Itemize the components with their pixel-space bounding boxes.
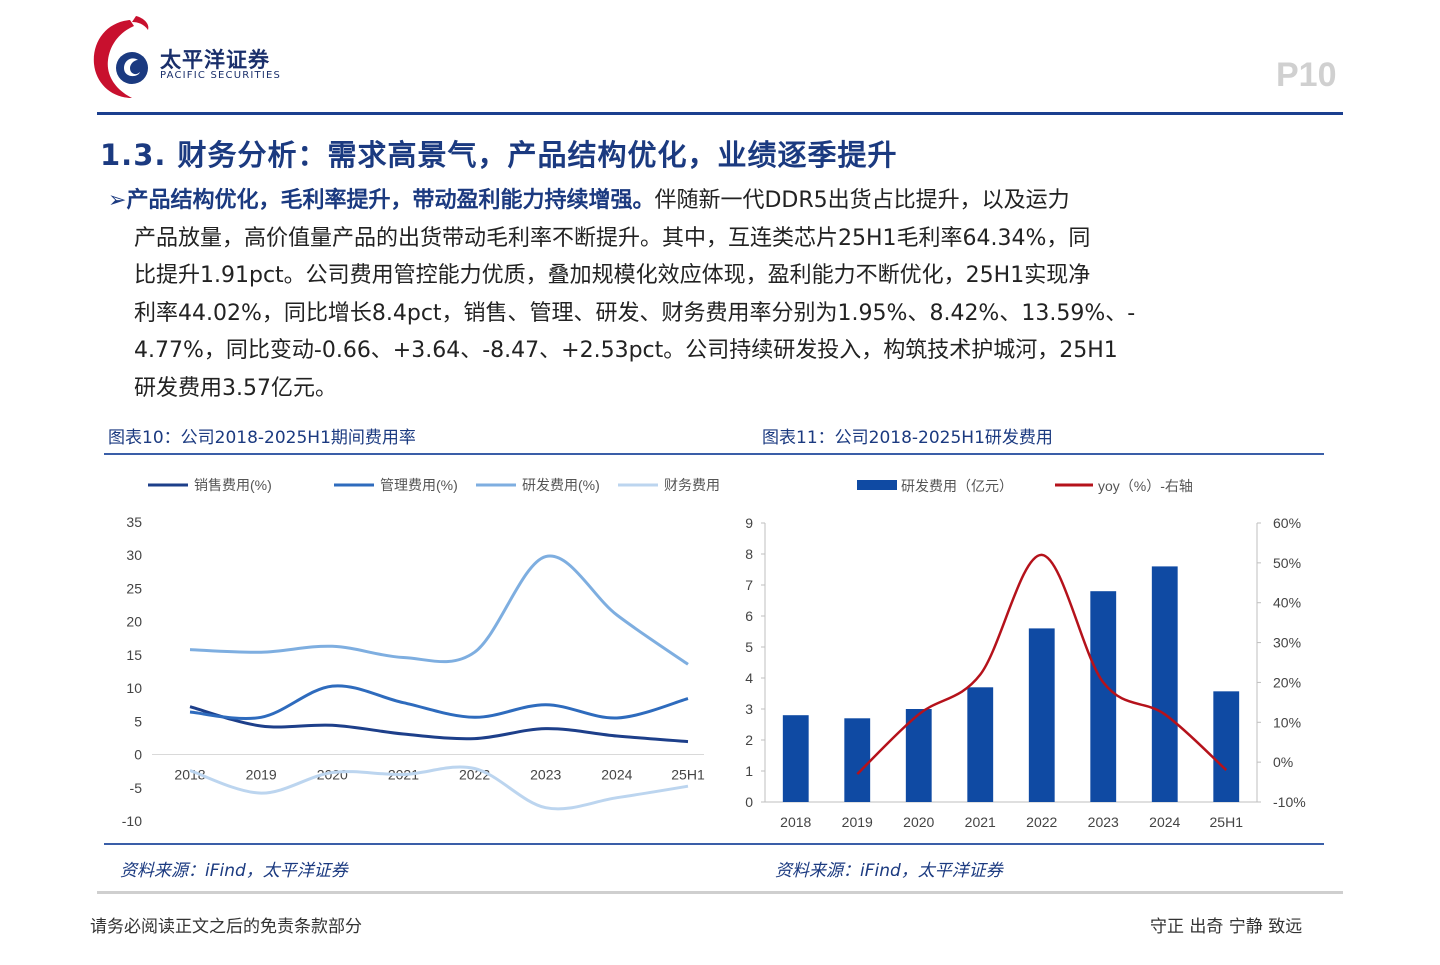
y-tick-label-right: 40% [1273, 595, 1301, 611]
y-tick-label: 15 [126, 647, 142, 663]
y-tick-label: -10 [122, 813, 142, 829]
paragraph-line-5: 4.77%，同比变动-0.66、+3.64、-8.47、+2.53pct。公司持… [134, 338, 1118, 363]
y-tick-label-right: 60% [1273, 515, 1301, 531]
bar [1090, 591, 1117, 802]
bar [1213, 691, 1240, 802]
y-tick-label-left: 2 [745, 732, 753, 748]
y-tick-label-left: 9 [745, 515, 753, 531]
paragraph-line-1: ➢产品结构优化，毛利率提升，带动盈利能力持续增强。伴随新一代DDR5出货占比提升… [108, 182, 1328, 220]
page-number: P10 [1276, 56, 1337, 94]
series-line [189, 684, 689, 721]
legend-label: 研发费用（亿元） [901, 478, 1013, 494]
expense-ratio-line-chart: 销售费用(%) 管理费用(%) 研发费用(%) 财务费用(%) 35 30 25 20 15 10… [122, 477, 719, 829]
bar [1028, 628, 1055, 802]
legend-swatch [857, 480, 897, 490]
y-tick-label-left: 6 [745, 608, 753, 624]
y-tick-label-right: 10% [1273, 714, 1301, 730]
figure-10-source: 资料来源：iFind，太平洋证券 [120, 861, 348, 881]
y-tick-label: 0 [134, 747, 142, 763]
legend-label: 财务费用(%) [664, 477, 719, 493]
y-tick-label: 25 [126, 580, 142, 596]
arrow-bullet-icon: ➢ [108, 188, 127, 213]
x-tick-label: 25H1 [1210, 814, 1244, 830]
footer-disclaimer: 请务必阅读正文之后的免责条款部分 [90, 917, 362, 937]
bar [782, 715, 809, 802]
legend-label: yoy（%）-右轴 [1098, 478, 1193, 494]
y-tick-label-left: 1 [745, 763, 753, 779]
bar [967, 687, 994, 802]
y-tick-label-left: 8 [745, 546, 753, 562]
series-line [189, 705, 689, 744]
y-tick-label: 35 [126, 514, 142, 530]
x-tick-label: 25H1 [671, 767, 705, 783]
y-tick-label-left: 4 [745, 670, 753, 686]
footer-slogan: 守正 出奇 宁静 致远 [1150, 917, 1303, 937]
x-tick-label: 2022 [1026, 814, 1057, 830]
x-tick-label: 2018 [174, 767, 205, 783]
yoy-line [856, 553, 1228, 775]
x-tick-label: 2021 [965, 814, 996, 830]
header-rule [97, 112, 1343, 115]
paragraph-line-3: 比提升1.91pct。公司费用管控能力优质，叠加规模化效应体现，盈利能力不断优化… [134, 263, 1091, 288]
paragraph-line-4: 利率44.02%，同比增长8.4pct，销售、管理、研发、财务费用率分别为1.9… [134, 300, 1136, 326]
section-title: 1.3. 财务分析：需求高景气，产品结构优化，业绩逐季提升 [100, 138, 898, 172]
y-tick-label: 20 [126, 614, 142, 630]
company-logo: 太平洋证券 PACIFIC SECURITIES [88, 14, 308, 104]
y-tick-label: -5 [130, 780, 143, 796]
bar [905, 709, 932, 802]
footer-rule [97, 891, 1343, 894]
y-tick-label-right: 30% [1273, 635, 1301, 651]
bullet-highlight: 产品结构优化，毛利率提升，带动盈利能力持续增强。 [126, 188, 655, 213]
logo-mark-icon [93, 16, 149, 98]
paragraph-line-2: 产品放量，高价值量产品的出货带动毛利率不断提升。其中，互连类芯片25H1毛利率6… [134, 225, 1091, 251]
series-line [189, 765, 689, 811]
y-tick-label: 10 [126, 680, 142, 696]
x-tick-label: 2024 [1149, 814, 1180, 830]
x-tick-label: 2019 [842, 814, 873, 830]
y-tick-label-left: 0 [745, 794, 753, 810]
y-tick-label-right: 50% [1273, 555, 1301, 571]
y-tick-label-left: 7 [745, 577, 753, 593]
company-name-en: PACIFIC SECURITIES [160, 70, 282, 81]
y-tick-label-right: -10% [1273, 794, 1306, 810]
paragraph-text: 伴随新一代DDR5出货占比提升，以及运力 [654, 188, 1070, 213]
bar [1151, 566, 1178, 802]
paragraph-line-6: 研发费用3.57亿元。 [134, 375, 337, 401]
company-name-cn: 太平洋证券 [160, 48, 270, 72]
figure-10-title: 图表10：公司2018-2025H1期间费用率 [108, 428, 416, 448]
figure-11-title: 图表11：公司2018-2025H1研发费用 [762, 428, 1053, 448]
bullet-paragraph: ➢产品结构优化，毛利率提升，带动盈利能力持续增强。伴随新一代DDR5出货占比提升… [108, 182, 1328, 407]
x-tick-label: 2023 [530, 767, 561, 783]
y-tick-label: 30 [126, 547, 142, 563]
bar [844, 718, 871, 802]
figure-bottom-rule [104, 843, 1324, 845]
x-tick-label: 2020 [903, 814, 934, 830]
y-tick-label-right: 0% [1273, 754, 1293, 770]
x-tick-label: 2024 [601, 767, 632, 783]
series-line [189, 554, 689, 666]
y-tick-label-right: 20% [1273, 674, 1301, 690]
rd-expense-bar-chart: 研发费用（亿元） yoy（%）-右轴 9 8 7 6 5 4 3 2 1 0 60% 50% 40% 30% 2… [745, 478, 1306, 830]
y-tick-label-left: 5 [745, 639, 753, 655]
x-tick-label: 2019 [246, 767, 277, 783]
y-tick-label: 5 [134, 713, 142, 729]
x-tick-label: 2018 [780, 814, 811, 830]
figure-top-rule [104, 453, 1324, 455]
legend-label: 销售费用(%) [194, 477, 272, 493]
legend-label: 研发费用(%) [522, 477, 600, 493]
y-tick-label-left: 3 [745, 701, 753, 717]
x-tick-label: 2023 [1088, 814, 1119, 830]
legend-label: 管理费用(%) [380, 477, 458, 493]
figure-11-source: 资料来源：iFind，太平洋证券 [775, 861, 1003, 881]
